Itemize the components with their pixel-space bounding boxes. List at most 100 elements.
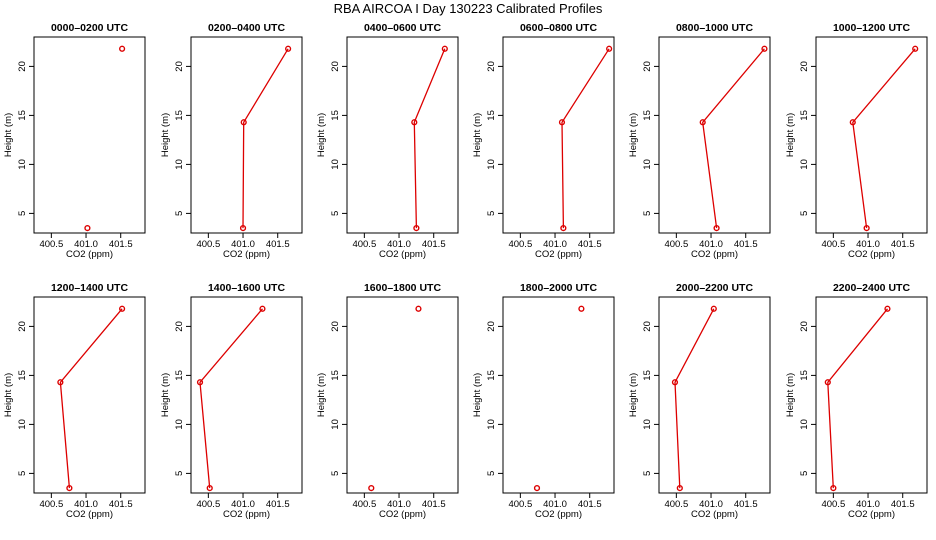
x-tick-label: 401.5 — [578, 239, 602, 250]
y-tick-label: 20 — [17, 321, 28, 332]
panel-1: 0000–0200 UTC 400.5 401.0 401.5 5 10 15 20 CO2 (… — [3, 22, 146, 260]
data-point — [285, 45, 292, 52]
y-tick-label: 15 — [174, 370, 185, 381]
y-tick-label: 15 — [330, 110, 341, 121]
data-point — [415, 305, 422, 312]
y-axis-label: Height (m) — [316, 113, 327, 157]
x-tick-label: 401.5 — [266, 239, 290, 250]
y-tick-label: 15 — [17, 110, 28, 121]
y-tick-label: 10 — [17, 159, 28, 170]
x-tick-label: 401.5 — [734, 239, 758, 250]
data-point — [119, 45, 126, 52]
data-point — [560, 225, 567, 232]
y-tick-label: 5 — [642, 471, 653, 476]
plot-frame — [815, 296, 928, 494]
y-tick-label: 20 — [174, 61, 185, 72]
y-tick-label: 20 — [642, 321, 653, 332]
y-tick-label: 5 — [174, 471, 185, 476]
data-point — [413, 225, 420, 232]
panel-title: 1400–1600 UTC — [208, 282, 285, 294]
y-tick-label: 20 — [642, 61, 653, 72]
y-tick-label: 5 — [17, 471, 28, 476]
panel-title: 1200–1400 UTC — [51, 282, 128, 294]
y-tick-label: 5 — [642, 211, 653, 216]
data-point — [830, 485, 837, 492]
panel-10: 1800–2000 UTC 400.5 401.0 401.5 5 10 15 20 CO2 (… — [472, 282, 615, 520]
plot-frame — [502, 296, 615, 494]
profile-line — [199, 308, 263, 489]
data-point — [57, 379, 64, 386]
y-tick-label: 10 — [486, 159, 497, 170]
x-tick-label: 401.5 — [891, 239, 915, 250]
y-tick-label: 5 — [799, 471, 810, 476]
x-axis-label: CO2 (ppm) — [535, 249, 582, 260]
data-point — [240, 119, 247, 126]
panel-8: 1400–1600 UTC 400.5 401.0 401.5 5 10 15 20 CO2 (… — [160, 282, 303, 520]
x-tick-label: 401.0 — [387, 239, 411, 250]
y-axis-label: Height (m) — [472, 373, 483, 417]
x-axis-label: CO2 (ppm) — [223, 509, 270, 520]
data-point — [119, 305, 126, 312]
x-tick-label: 401.5 — [266, 499, 290, 510]
panel-2: 0200–0400 UTC 400.5 401.0 401.5 5 10 15 20 CO2 (… — [160, 22, 303, 260]
data-point — [259, 305, 266, 312]
data-point — [699, 119, 706, 126]
y-tick-label: 10 — [486, 419, 497, 430]
x-tick-label: 401.5 — [422, 239, 446, 250]
data-point — [206, 485, 213, 492]
y-tick-label: 15 — [486, 110, 497, 121]
y-tick-label: 10 — [642, 159, 653, 170]
y-tick-label: 20 — [330, 321, 341, 332]
y-tick-label: 10 — [17, 419, 28, 430]
x-tick-label: 400.5 — [39, 239, 63, 250]
y-axis-label: Height (m) — [785, 113, 796, 157]
y-tick-label: 5 — [17, 211, 28, 216]
profile-line — [674, 308, 715, 489]
y-tick-label: 10 — [174, 419, 185, 430]
y-tick-label: 5 — [486, 471, 497, 476]
y-axis-label: Height (m) — [628, 373, 639, 417]
data-point — [84, 225, 91, 232]
plot-frame — [190, 296, 303, 494]
plot-frame — [658, 36, 771, 234]
plot-frame — [658, 296, 771, 494]
y-axis-label: Height (m) — [316, 373, 327, 417]
data-point — [713, 225, 720, 232]
y-tick-label: 10 — [330, 159, 341, 170]
data-point — [66, 485, 73, 492]
y-axis-label: Height (m) — [785, 373, 796, 417]
x-axis-label: CO2 (ppm) — [66, 509, 113, 520]
y-tick-label: 5 — [486, 211, 497, 216]
x-tick-label: 400.5 — [664, 239, 688, 250]
plot-frame — [33, 36, 146, 234]
data-point — [863, 225, 870, 232]
y-tick-label: 10 — [330, 419, 341, 430]
x-axis-label: CO2 (ppm) — [848, 509, 895, 520]
plot-frame — [190, 36, 303, 234]
x-tick-label: 401.0 — [856, 499, 880, 510]
panel-12: 2200–2400 UTC 400.5 401.0 401.5 5 10 15 20 CO2 (… — [785, 282, 928, 520]
profile-line — [852, 48, 916, 229]
data-point — [606, 45, 613, 52]
panel-title: 0200–0400 UTC — [208, 22, 285, 34]
y-tick-label: 10 — [174, 159, 185, 170]
plot-frame — [815, 36, 928, 234]
panel-4: 0600–0800 UTC 400.5 401.0 401.5 5 10 15 20 CO2 (… — [472, 22, 615, 260]
x-axis-label: CO2 (ppm) — [66, 249, 113, 260]
plot-frame — [33, 296, 146, 494]
panel-grid: 0000–0200 UTC 400.5 401.0 401.5 5 10 15 20 CO2 (… — [3, 22, 928, 520]
panel-title: 0400–0600 UTC — [364, 22, 441, 34]
panel-11: 2000–2200 UTC 400.5 401.0 401.5 5 10 15 20 CO2 (… — [628, 282, 771, 520]
figure-title: RBA AIRCOA I Day 130223 Calibrated Profi… — [334, 1, 603, 16]
data-point — [578, 305, 585, 312]
x-tick-label: 401.5 — [109, 499, 133, 510]
panel-5: 0800–1000 UTC 400.5 401.0 401.5 5 10 15 20 CO2 (… — [628, 22, 771, 260]
data-point — [239, 225, 247, 232]
x-axis-label: CO2 (ppm) — [379, 509, 426, 520]
profile-line — [827, 308, 889, 489]
y-tick-label: 10 — [799, 419, 810, 430]
profile-line — [561, 48, 610, 229]
y-tick-label: 5 — [330, 471, 341, 476]
x-tick-label: 401.5 — [891, 499, 915, 510]
y-axis-label: Height (m) — [3, 373, 14, 417]
